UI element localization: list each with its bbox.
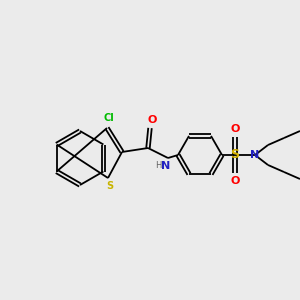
Text: Cl: Cl bbox=[103, 113, 114, 123]
Text: O: O bbox=[230, 124, 240, 134]
Text: S: S bbox=[230, 148, 239, 161]
Text: H: H bbox=[155, 161, 161, 170]
Text: N: N bbox=[250, 150, 260, 160]
Text: O: O bbox=[147, 115, 157, 125]
Text: S: S bbox=[106, 181, 114, 191]
Text: O: O bbox=[230, 176, 240, 186]
Text: N: N bbox=[161, 161, 171, 171]
